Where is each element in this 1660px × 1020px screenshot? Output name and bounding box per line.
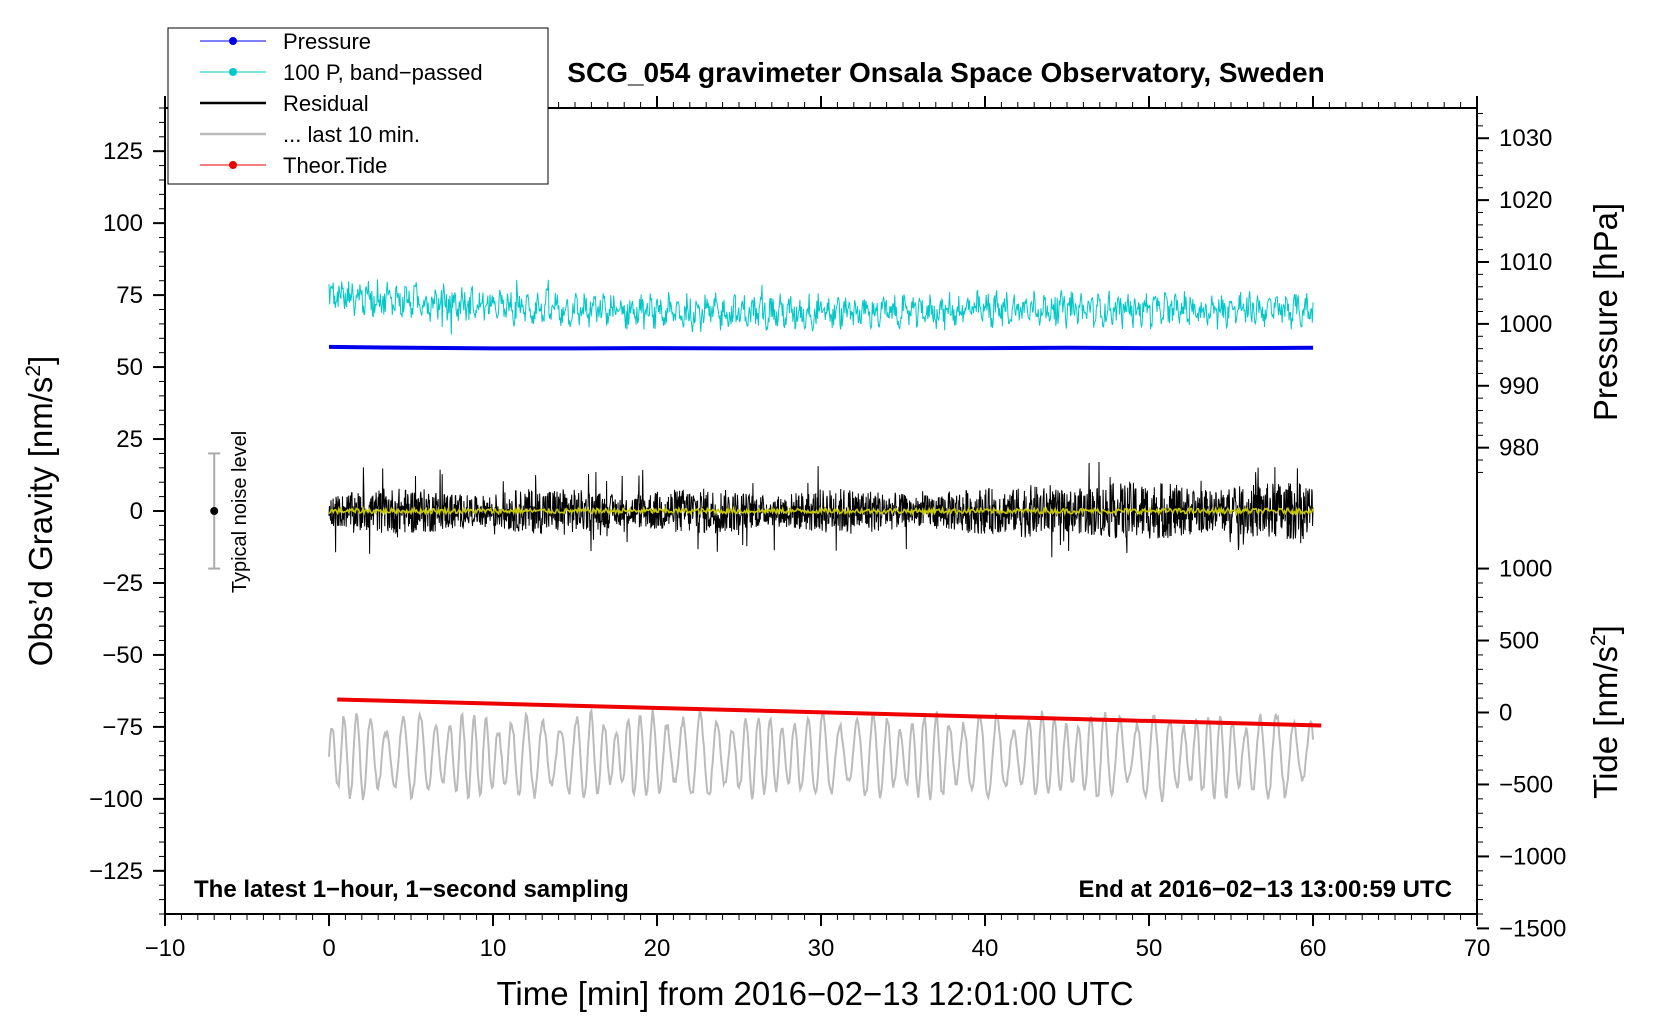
legend-label: Pressure [283, 29, 371, 54]
y-axis-label: Obs’d Gravity [nm/s2] [22, 356, 59, 667]
pressure-tick-label: 1000 [1499, 311, 1552, 338]
tide-tick-label: −1500 [1499, 915, 1566, 942]
series-layer [328, 279, 1322, 803]
series-pressure [328, 344, 1314, 351]
tide-tick-label: 500 [1499, 628, 1539, 655]
y-tick-label: −100 [89, 786, 143, 813]
pressure-tick-label: 990 [1499, 373, 1539, 400]
x-tick-label: −10 [145, 935, 186, 962]
x-tick-label: 30 [808, 935, 835, 962]
legend-label: 100 P, band−passed [283, 60, 483, 85]
pressure-axis-label: Pressure [hPa] [1587, 203, 1624, 421]
chart-title: SCG_054 gravimeter Onsala Space Observat… [567, 57, 1324, 88]
series-theoretical-tide [337, 697, 1322, 728]
legend-marker [229, 68, 237, 76]
legend-box [167, 27, 549, 185]
pressure-tick-label: 1010 [1499, 249, 1552, 276]
y-tick-label: 0 [130, 498, 143, 525]
series-residual-smoothed [328, 505, 1314, 517]
y-tick-label: −50 [102, 642, 143, 669]
pressure-axis-ticks: 1030 1020 1010 1000 990 980 [1477, 112, 1552, 473]
tide-tick-label: 1000 [1499, 556, 1552, 583]
legend-label: Theor.Tide [283, 153, 387, 178]
noise-bar-center [210, 507, 219, 515]
pressure-tick-label: 980 [1499, 435, 1539, 462]
legend: Pressure 100 P, band−passed Residual ... la… [167, 27, 549, 185]
legend-marker [229, 37, 237, 45]
series-last-10-min [328, 707, 1314, 803]
x-axis-ticks: −10 0 10 20 30 40 50 60 70 [145, 96, 1491, 962]
x-tick-label: 70 [1464, 935, 1491, 962]
x-tick-label: 0 [322, 935, 335, 962]
annotation-end-time: End at 2016−02−13 13:00:59 UTC [1078, 876, 1452, 903]
x-axis-label: Time [min] from 2016−02−13 12:01:00 UTC [496, 975, 1133, 1012]
series-band-passed-pressure [328, 279, 1314, 335]
y-tick-label: 50 [116, 354, 143, 381]
pressure-tick-label: 1030 [1499, 125, 1552, 152]
tide-tick-label: −1000 [1499, 843, 1566, 870]
y-tick-label: 25 [116, 426, 143, 453]
tide-axis-label: Tide [nm/s2] [1587, 625, 1624, 799]
y-tick-label: 125 [103, 138, 143, 165]
x-tick-label: 50 [1136, 935, 1163, 962]
y-tick-label: −75 [102, 714, 143, 741]
x-tick-label: 20 [644, 935, 671, 962]
y-tick-label: 75 [116, 282, 143, 309]
x-tick-label: 10 [480, 935, 507, 962]
x-tick-label: 60 [1300, 935, 1327, 962]
legend-label: Residual [283, 91, 369, 116]
y-axis-ticks: 125 100 75 50 25 0 −25 −50 −75 −100 −125 [89, 107, 165, 915]
tide-tick-label: 0 [1499, 700, 1512, 727]
tide-axis-ticks: 1000 500 0 −500 −1000 −1500 [1477, 556, 1566, 942]
legend-marker [229, 161, 237, 169]
x-tick-label: 40 [972, 935, 999, 962]
legend-items: Pressure 100 P, band−passed Residual ... la… [200, 29, 483, 178]
annotation-sampling: The latest 1−hour, 1−second sampling [194, 876, 629, 903]
pressure-tick-label: 1020 [1499, 187, 1552, 214]
tide-tick-label: −500 [1499, 771, 1553, 798]
y-tick-label: −25 [102, 570, 143, 597]
y-tick-label: −125 [89, 858, 143, 885]
legend-label: ... last 10 min. [283, 122, 420, 147]
noise-level-label: Typical noise level [229, 431, 251, 593]
noise-level-bar [208, 452, 221, 570]
y-tick-label: 100 [103, 210, 143, 237]
